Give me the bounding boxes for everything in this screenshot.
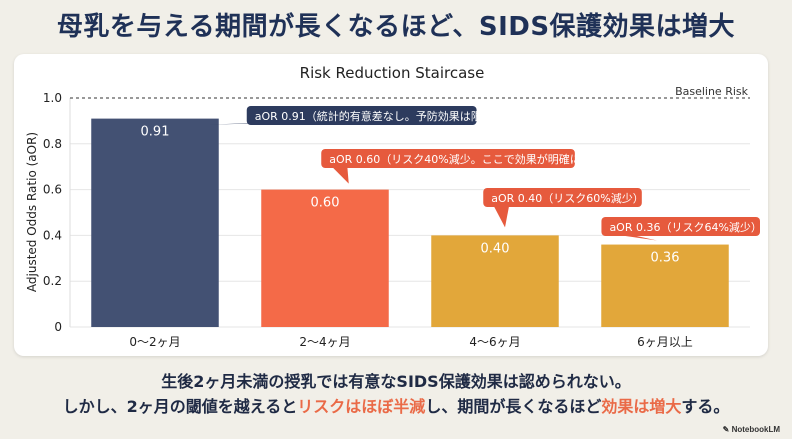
y-tick-label: 0.4 [43, 228, 62, 242]
callout-text: aOR 0.91（統計的有意差なし。予防効果は限定的） [255, 109, 515, 123]
callout-text: aOR 0.36（リスク64%減少） [609, 220, 761, 234]
callout-pointer [331, 166, 349, 184]
bar-value-label: 0.60 [311, 196, 340, 211]
risk-bar-chart: Risk Reduction Staircase Adjusted Odds R… [25, 64, 762, 349]
y-axis-label: Adjusted Odds Ratio (aOR) [25, 132, 39, 292]
bar-value-label: 0.36 [651, 251, 680, 266]
bar-value-label: 0.40 [481, 241, 510, 256]
annotation-callouts: aOR 0.91（統計的有意差なし。予防効果は限定的） aOR 0.60（リスク4… [208, 106, 762, 241]
callout-text: aOR 0.40（リスク60%減少） [491, 191, 643, 205]
summary-line-1: 生後2ヶ月未満の授乳では有意なSIDS保護効果は認められない。 [161, 372, 631, 391]
logo-icon: ✎ [722, 425, 732, 434]
baseline-risk-label: Baseline Risk [675, 85, 749, 98]
x-tick-label: 6ヶ月以上 [637, 335, 693, 349]
logo-text: NotebookLM [731, 425, 780, 434]
annotation-callout: aOR 0.91（統計的有意差なし。予防効果は限定的） [208, 106, 515, 125]
summary-highlight-2: 効果は増大 [601, 397, 682, 416]
x-tick-label: 0〜2ヶ月 [129, 335, 180, 349]
y-axis-ticks: 0 0.2 0.4 0.6 0.8 1.0 [43, 91, 62, 334]
bar-value-labels: 0.91 0.60 0.40 0.36 [141, 125, 680, 266]
callout-text: aOR 0.60（リスク40%減少。ここで効果が明確に発現） [329, 152, 613, 166]
y-tick-label: 0.2 [43, 274, 62, 288]
annotation-callout: aOR 0.40（リスク60%減少） [483, 188, 644, 228]
summary-text: 生後2ヶ月未満の授乳では有意なSIDS保護効果は認められない。 しかし、2ヶ月の… [0, 369, 792, 419]
y-tick-label: 0 [54, 320, 62, 334]
bar [601, 244, 729, 327]
x-axis-ticks: 0〜2ヶ月 2〜4ヶ月 4〜6ヶ月 6ヶ月以上 [129, 335, 692, 349]
bar [91, 118, 219, 327]
notebooklm-logo: ✎ NotebookLM [723, 425, 780, 434]
y-tick-label: 1.0 [43, 91, 62, 105]
summary-line-2-a: しかし、2ヶ月の閾値を越えると [62, 397, 298, 416]
summary-line-2-b: し、期間が長くなるほど [425, 397, 602, 416]
summary-line-2: しかし、2ヶ月の閾値を越えるとリスクはほぼ半減し、期間が長くなるほど効果は増大す… [0, 394, 792, 419]
y-tick-label: 0.8 [43, 137, 62, 151]
page-title: 母乳を与える期間が長くなるほど、SIDS保護効果は増大 [56, 12, 736, 42]
x-tick-label: 2〜4ヶ月 [299, 335, 350, 349]
chart-title: Risk Reduction Staircase [300, 64, 485, 82]
callout-box [483, 188, 642, 207]
bar-value-label: 0.91 [141, 125, 170, 140]
bars [91, 118, 729, 327]
callout-pointer [493, 205, 510, 228]
callout-box [601, 217, 760, 236]
annotation-callout: aOR 0.36（リスク64%減少） [601, 217, 762, 241]
summary-line-2-c: する。 [681, 397, 730, 416]
y-tick-label: 0.6 [43, 183, 62, 197]
callout-box [246, 106, 477, 125]
bar [431, 235, 559, 327]
bar [261, 189, 389, 327]
x-tick-label: 4〜6ヶ月 [469, 335, 520, 349]
callout-box [321, 149, 575, 168]
annotation-callout: aOR 0.60（リスク40%減少。ここで効果が明確に発現） [321, 149, 614, 184]
summary-highlight-1: リスクはほぼ半減 [297, 397, 426, 416]
